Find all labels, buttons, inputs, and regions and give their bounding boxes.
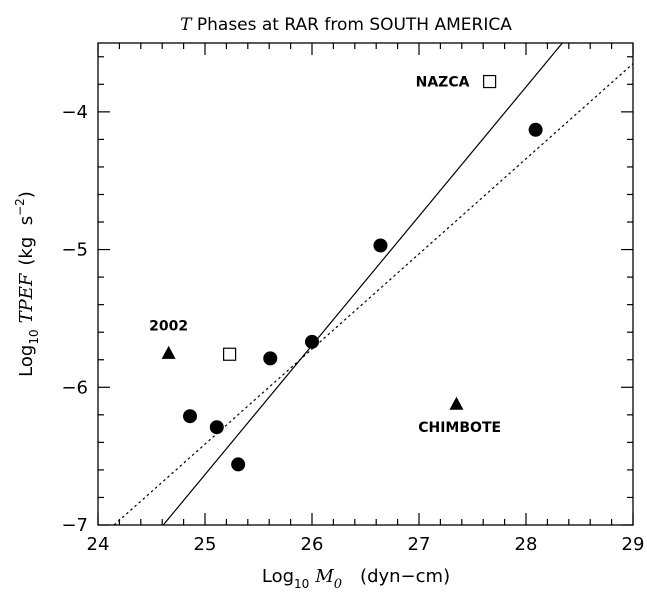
- y-tick-label: −6: [61, 377, 88, 398]
- x-tick-label: 29: [622, 534, 645, 555]
- tick-labels: 24 25 26 27 28 29 −7 −6 −5 −4: [61, 102, 644, 555]
- data-point-circle: [305, 334, 319, 349]
- data-markers: [161, 74, 543, 472]
- y-label-log: Log: [16, 345, 37, 377]
- axis-ticks: [97, 43, 634, 526]
- y-tick-label: −4: [61, 102, 88, 123]
- fit-line-solid: [162, 43, 563, 525]
- y-label-unit: (kg s: [16, 216, 37, 266]
- data-point-circle: [209, 420, 224, 435]
- data-point-triangle: [449, 396, 464, 410]
- y-tick-label: −5: [61, 240, 88, 261]
- annotations: NAZCA 2002 CHIMBOTE: [149, 75, 501, 437]
- y-label-var: TPEF: [16, 272, 37, 323]
- x-tick-label: 26: [301, 534, 324, 555]
- data-point-triangle: [161, 345, 176, 359]
- annotation-label: 2002: [149, 318, 188, 334]
- x-tick-label: 28: [515, 534, 538, 555]
- x-label-unit: (dyn−cm): [360, 566, 450, 587]
- annotation-label: CHIMBOTE: [418, 420, 501, 436]
- x-label-sub: 10: [294, 577, 309, 591]
- chart-title: T Phases at RAR from SOUTH AMERICA: [180, 15, 512, 35]
- annotation-label: NAZCA: [416, 75, 470, 91]
- data-point-circle: [183, 409, 198, 424]
- y-tick-label: −7: [61, 515, 88, 536]
- y-label-close: ): [16, 191, 37, 198]
- data-point-circle: [528, 122, 543, 137]
- x-axis-label: Log10 M0 (dyn−cm): [262, 566, 450, 592]
- chart-title-t: T: [180, 15, 193, 35]
- x-tick-label: 27: [408, 534, 431, 555]
- data-point-circle: [263, 351, 278, 366]
- data-point-circle: [231, 457, 246, 472]
- x-tick-label: 25: [194, 534, 217, 555]
- y-label-exp: −2: [13, 198, 27, 216]
- fit-lines: [113, 43, 633, 525]
- x-tick-label: 24: [87, 534, 110, 555]
- fit-line-dotted: [113, 63, 633, 525]
- chart-title-rest: Phases at RAR from SOUTH AMERICA: [191, 15, 512, 35]
- data-point-square: [483, 74, 497, 89]
- plot-frame: [97, 42, 634, 526]
- data-point-square: [223, 347, 237, 361]
- y-axis-label: Log10 TPEF (kg s−2): [13, 191, 41, 377]
- x-label-varsub: 0: [334, 577, 342, 592]
- x-label-var: M: [314, 566, 334, 587]
- data-point-circle: [373, 238, 388, 253]
- y-label-sub: 10: [27, 329, 41, 344]
- x-label-log: Log: [262, 566, 294, 587]
